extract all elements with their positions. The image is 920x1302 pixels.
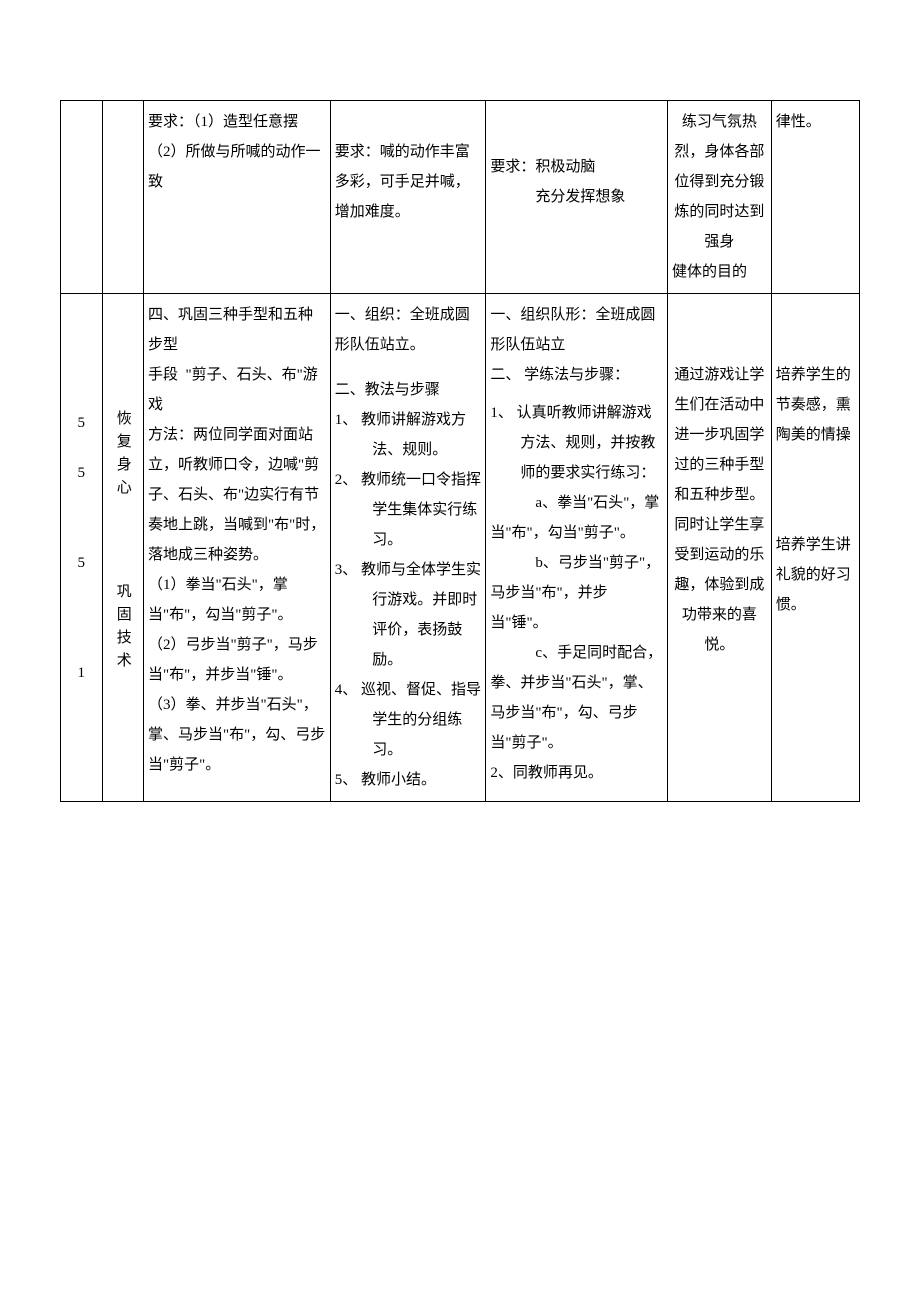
cell-r2-c4: 一、组织：全班成圆形队伍站立。 二、教法与步骤 1、 教师讲解游戏方法、规则。 …	[330, 294, 486, 802]
text: 通过游戏让学生们在活动中进一步巩固学过的三种手型和五种步型。同时让学生享受到运动…	[672, 360, 767, 660]
cell-r2-c1: 5 5 5 1	[61, 294, 103, 802]
number: 5	[65, 408, 98, 438]
section-label: 巩固技术	[108, 583, 138, 675]
text: 手段	[148, 367, 178, 383]
text: a、拳当"石头"，掌当"布"，勾当"剪子"。	[490, 488, 663, 548]
text: 4、 巡视、督促、指导学生的分组练习。	[335, 675, 482, 765]
text: 二、教法与步骤	[335, 375, 482, 405]
cell-r1-c6: 练习气氛热烈，身体各部位得到充分锻炼的同时达到强身 健体的目的	[667, 101, 771, 294]
text: 培养学生讲礼貌的好习惯。	[776, 530, 855, 620]
cell-r1-c1	[61, 101, 103, 294]
text: 2、 教师统一口令指挥学生集体实行练习。	[335, 465, 482, 555]
table-row: 要求：（1）造型任意摆 （2）所做与所喊的动作一致 要求：喊的动作丰富多彩，可手…	[61, 101, 860, 294]
section-label: 恢复身心	[108, 410, 138, 502]
cell-r2-c5: 一、组织队形：全班成圆形队伍站立 二、 学练法与步骤： 1、 认真听教师讲解游戏…	[486, 294, 668, 802]
text	[335, 107, 482, 137]
cell-r1-c7: 律性。	[771, 101, 859, 294]
text: 方法：两位同学面对面站立，听教师口令，边喊"剪子、石头、布"边实行有节奏地上跳，…	[148, 420, 326, 570]
cell-r1-c2	[102, 101, 144, 294]
text: c、手足同时配合，拳、并步当"石头"，掌、马步当"布"，勾、弓步当"剪子"。	[490, 638, 663, 758]
text: 要求：积极动脑	[490, 152, 663, 182]
text: （2）所做与所喊的动作一致	[148, 137, 326, 197]
text: 健体的目的	[672, 257, 767, 287]
number: 5	[65, 458, 98, 488]
text: 要求：（1）造型任意摆	[148, 107, 326, 137]
text: 3、 教师与全体学生实行游戏。并即时评价，表扬鼓励。	[335, 555, 482, 675]
text: （1）拳当"石头"，掌当"布"，勾当"剪子"。	[148, 570, 326, 630]
text: 一、组织队形：全班成圆形队伍站立	[490, 300, 663, 360]
cell-r2-c2: 恢复身心 巩固技术	[102, 294, 144, 802]
cell-r2-c3: 四、巩固三种手型和五种步型 手段 "剪子、石头、布"游戏 方法：两位同学面对面站…	[144, 294, 331, 802]
text: 1、 教师讲解游戏方法、规则。	[335, 405, 482, 465]
text: 培养学生的节奏感，熏陶美的情操	[776, 360, 855, 450]
text: 二、 学练法与步骤：	[490, 360, 663, 390]
text: b、弓步当"剪子"，马步当"布"，并步当"锤"。	[490, 548, 663, 638]
number: 5	[65, 548, 98, 578]
text: 练习气氛热烈，身体各部位得到充分锻炼的同时达到强身	[672, 107, 767, 257]
text: 5、 教师小结。	[335, 765, 482, 795]
number: 1	[65, 658, 98, 688]
cell-r1-c3: 要求：（1）造型任意摆 （2）所做与所喊的动作一致	[144, 101, 331, 294]
text: 要求：喊的动作丰富多彩，可手足并喊，增加难度。	[335, 137, 482, 227]
text: 一、组织：全班成圆形队伍站立。	[335, 300, 482, 360]
table-row: 5 5 5 1 恢复身心 巩固技术 四、巩固三种手型和五种步型 手段 "剪子、石…	[61, 294, 860, 802]
cell-r2-c6: 通过游戏让学生们在活动中进一步巩固学过的三种手型和五种步型。同时让学生享受到运动…	[667, 294, 771, 802]
cell-r2-c7: 培养学生的节奏感，熏陶美的情操 培养学生讲礼貌的好习惯。	[771, 294, 859, 802]
text: 律性。	[776, 107, 855, 137]
text: 2、同教师再见。	[490, 758, 663, 788]
text: 四、巩固三种手型和五种步型	[148, 300, 326, 360]
text: （2）弓步当"剪子"，马步当"布"，并步当"锤"。	[148, 630, 326, 690]
lesson-plan-table: 要求：（1）造型任意摆 （2）所做与所喊的动作一致 要求：喊的动作丰富多彩，可手…	[60, 100, 860, 802]
text: （3）拳、并步当"石头"，掌、马步当"布"，勾、弓步当"剪子"。	[148, 690, 326, 780]
text: 充分发挥想象	[490, 182, 663, 212]
text: 1、 认真听教师讲解游戏方法、规则，并按教师的要求实行练习：	[490, 398, 663, 488]
cell-r1-c5: 要求：积极动脑 充分发挥想象	[486, 101, 668, 294]
cell-r1-c4: 要求：喊的动作丰富多彩，可手足并喊，增加难度。	[330, 101, 486, 294]
